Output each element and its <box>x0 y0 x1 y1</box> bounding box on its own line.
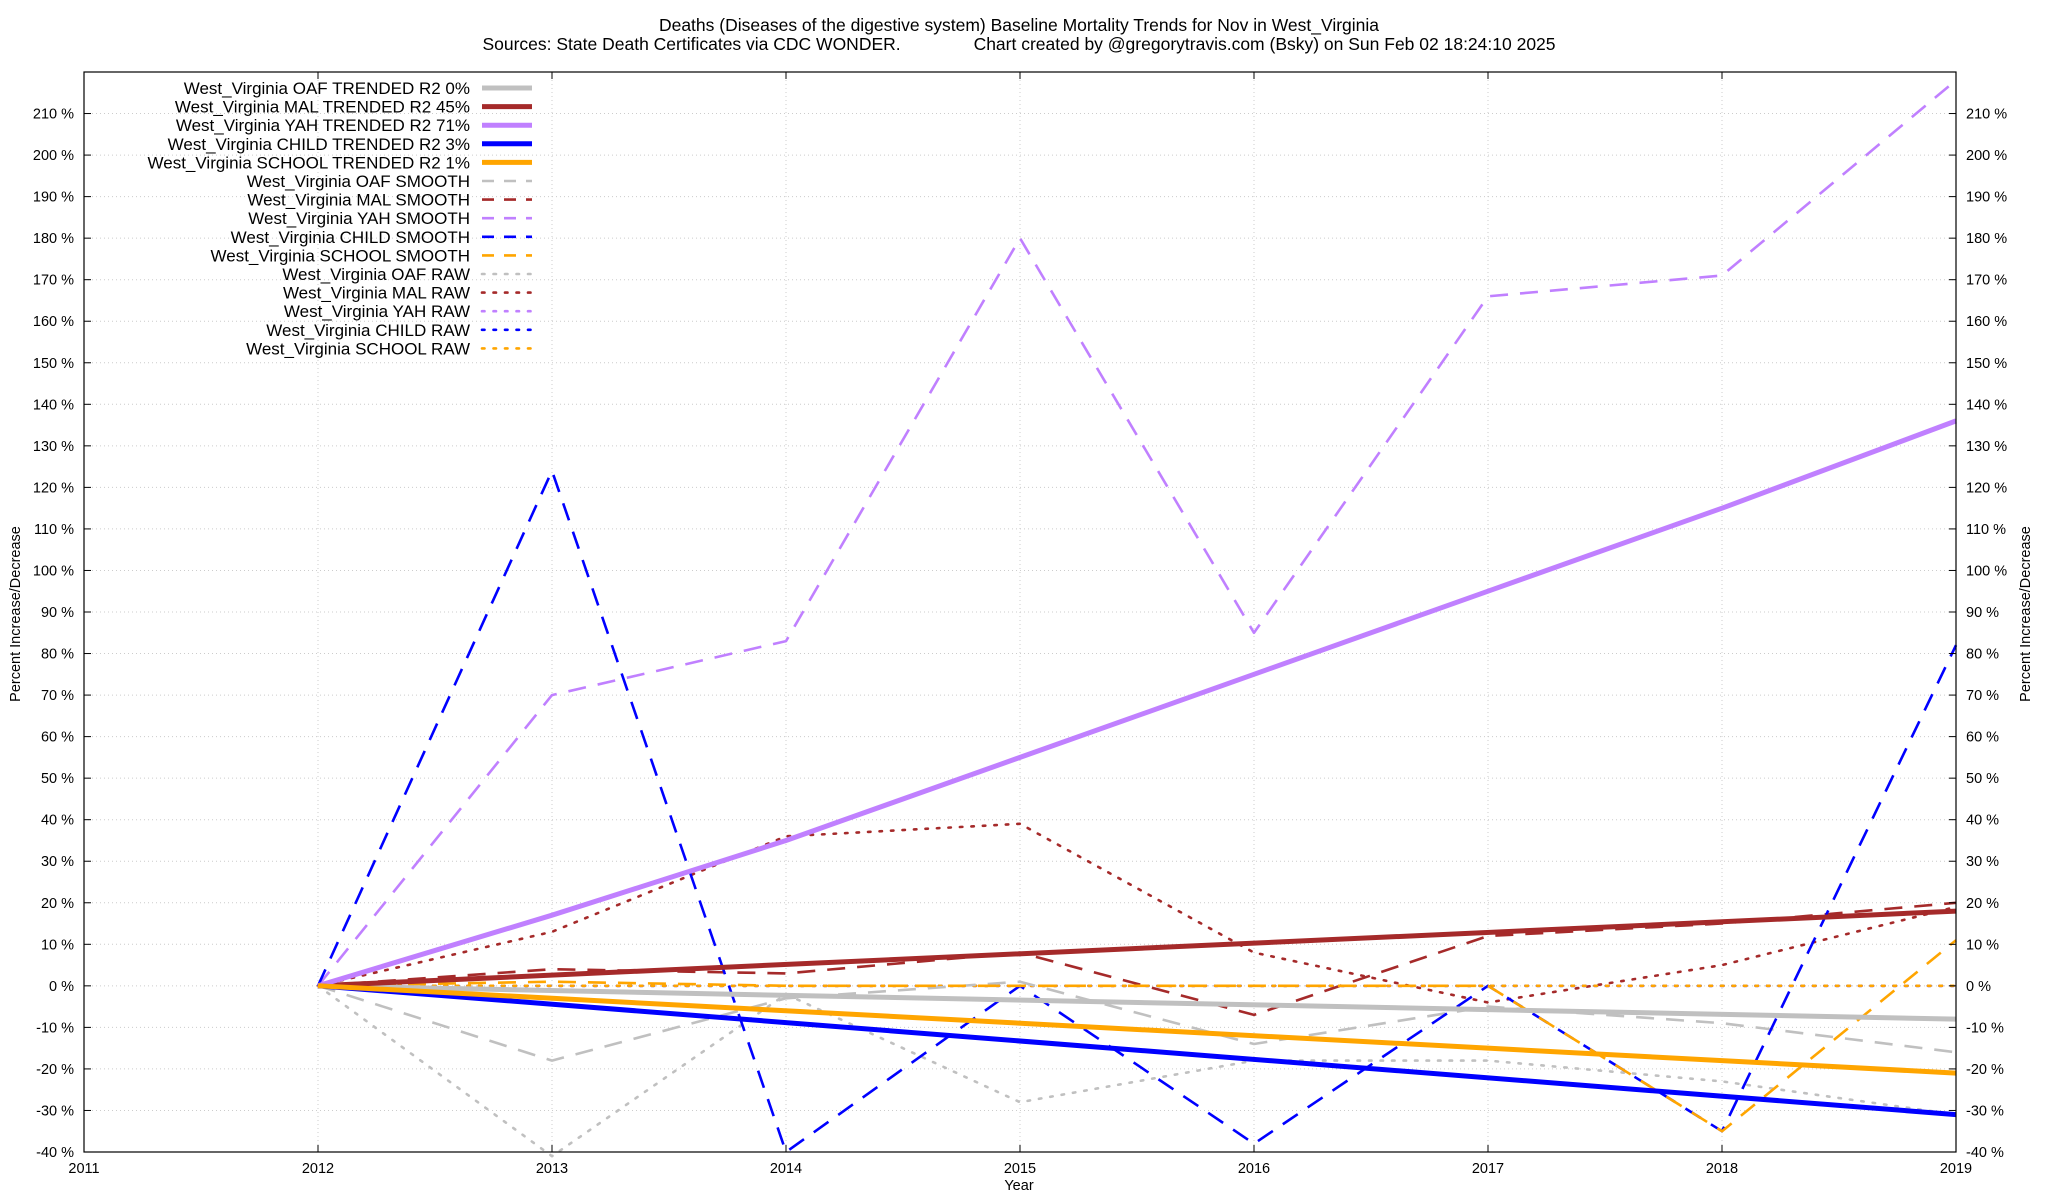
y-tick-label-right: 180 % <box>1966 231 2007 247</box>
series-lines <box>316 79 1958 1158</box>
legend-label: West_Virginia CHILD SMOOTH <box>231 228 470 247</box>
y-tick-label-right: 40 % <box>1966 813 1999 829</box>
x-axis-label: Year <box>1004 1178 1033 1194</box>
y-tick-label-left: 80 % <box>41 647 74 663</box>
x-tick-label: 2015 <box>1004 1161 1036 1177</box>
y-tick-label-right: 110 % <box>1966 522 2006 538</box>
y-tick-label-left: -10 % <box>36 1020 74 1036</box>
legend-label: West_Virginia OAF SMOOTH <box>247 172 470 191</box>
legend-label: West_Virginia MAL SMOOTH <box>247 191 470 210</box>
series-line-2 <box>317 418 1957 989</box>
series-line-3 <box>317 983 1957 1118</box>
y-tick-label-right: -10 % <box>1966 1020 2004 1036</box>
legend-label: West_Virginia YAH TRENDED R2 71% <box>176 116 470 135</box>
y-tick-label-left: 50 % <box>41 771 74 787</box>
y-tick-label-right: 140 % <box>1966 397 2007 413</box>
legend-label: West_Virginia YAH SMOOTH <box>248 209 470 228</box>
series-line-4 <box>317 983 1957 1076</box>
x-tick-label: 2014 <box>770 1161 802 1177</box>
y-tick-label-left: 100 % <box>33 563 74 579</box>
x-tick-label: 2011 <box>68 1161 99 1177</box>
y-tick-label-right: 70 % <box>1966 688 1999 704</box>
legend-label: West_Virginia CHILD TRENDED R2 3% <box>168 135 470 154</box>
y-tick-label-right: -20 % <box>1966 1062 2004 1078</box>
y-tick-label-left: 10 % <box>41 937 74 953</box>
y-tick-label-right: 90 % <box>1966 605 1999 621</box>
legend-label: West_Virginia MAL TRENDED R2 45% <box>175 98 470 117</box>
y-tick-label-right: 60 % <box>1966 730 1999 746</box>
y-tick-label-left: 190 % <box>33 190 74 206</box>
y-tick-label-right: 200 % <box>1966 148 2007 164</box>
y-tick-label-right: 10 % <box>1966 937 1999 953</box>
y-tick-label-left: 120 % <box>33 480 74 496</box>
y-tick-label-left: 40 % <box>41 813 74 829</box>
y-tick-label-right: 100 % <box>1966 563 2007 579</box>
y-tick-label-left: 150 % <box>33 356 74 372</box>
y-tick-label-left: 30 % <box>41 854 74 870</box>
y-tick-label-right: -40 % <box>1966 1145 2004 1161</box>
y-tick-label-right: 0 % <box>1966 979 1991 995</box>
x-tick-label: 2012 <box>302 1161 334 1177</box>
series-line-7 <box>316 79 1957 987</box>
series-line-10 <box>316 984 1958 1158</box>
series-line-9 <box>317 939 1957 1133</box>
series-line-0 <box>317 983 1957 1022</box>
legend-label: West_Virginia OAF RAW <box>282 265 470 284</box>
legend-label: West_Virginia SCHOOL TRENDED R2 1% <box>148 153 470 172</box>
chart-title: Deaths (Diseases of the digestive system… <box>659 15 1379 36</box>
y-tick-label-left: -20 % <box>36 1062 74 1078</box>
legend: West_Virginia OAF TRENDED R2 0%West_Virg… <box>148 79 534 358</box>
y-tick-label-left: 70 % <box>41 688 74 704</box>
x-tick-label: 2019 <box>1940 1161 1972 1177</box>
y-tick-label-right: -30 % <box>1966 1103 2004 1119</box>
legend-label: West_Virginia OAF TRENDED R2 0% <box>184 79 470 98</box>
y-tick-label-left: -30 % <box>36 1103 74 1119</box>
series-line-5 <box>317 980 1957 1062</box>
y-tick-label-left: 180 % <box>33 231 74 247</box>
y-tick-label-left: 60 % <box>41 730 74 746</box>
axis-ticks: 2011 2012 2013 2014 2015 2016 2017 2018 2019-40 … <box>33 72 2007 1177</box>
y-tick-label-left: 200 % <box>33 148 74 164</box>
y-tick-label-left: 90 % <box>41 605 74 621</box>
y-tick-label-left: 140 % <box>33 397 74 413</box>
y-tick-label-left: 170 % <box>33 273 74 289</box>
y-axis-label-left: Percent Increase/Decrease <box>8 526 24 702</box>
legend-label: West_Virginia SCHOOL RAW <box>246 339 470 358</box>
y-tick-label-right: 150 % <box>1966 356 2007 372</box>
x-tick-label: 2016 <box>1238 1161 1270 1177</box>
y-tick-label-right: 210 % <box>1966 107 2007 123</box>
y-tick-label-left: 160 % <box>33 314 74 330</box>
y-tick-label-right: 170 % <box>1966 273 2007 289</box>
x-tick-label: 2017 <box>1472 1161 1504 1177</box>
y-tick-label-left: 210 % <box>33 107 74 123</box>
y-tick-label-right: 120 % <box>1966 480 2007 496</box>
y-tick-label-right: 50 % <box>1966 771 1999 787</box>
series-line-1 <box>317 908 1957 989</box>
chart-subtitle: Sources: State Death Certificates via CD… <box>482 34 1555 54</box>
y-axis-label-right: Percent Increase/Decrease <box>2018 526 2034 702</box>
legend-label: West_Virginia YAH RAW <box>284 302 470 321</box>
x-tick-label: 2013 <box>536 1161 568 1177</box>
y-tick-label-right: 20 % <box>1966 896 1999 912</box>
series-line-8 <box>316 469 1958 1154</box>
y-tick-label-right: 80 % <box>1966 647 1999 663</box>
y-tick-label-left: 0 % <box>49 979 74 995</box>
y-tick-label-left: 110 % <box>34 522 74 538</box>
y-tick-label-right: 160 % <box>1966 314 2007 330</box>
legend-label: West_Virginia CHILD RAW <box>266 321 470 340</box>
y-tick-label-right: 130 % <box>1966 439 2007 455</box>
x-tick-label: 2018 <box>1706 1161 1738 1177</box>
y-tick-label-left: -40 % <box>36 1145 74 1161</box>
y-tick-label-right: 190 % <box>1966 190 2007 206</box>
y-tick-label-left: 130 % <box>33 439 74 455</box>
legend-label: West_Virginia MAL RAW <box>283 284 470 303</box>
legend-label: West_Virginia SCHOOL SMOOTH <box>211 246 470 265</box>
y-tick-label-left: 20 % <box>41 896 74 912</box>
y-tick-label-right: 30 % <box>1966 854 1999 870</box>
